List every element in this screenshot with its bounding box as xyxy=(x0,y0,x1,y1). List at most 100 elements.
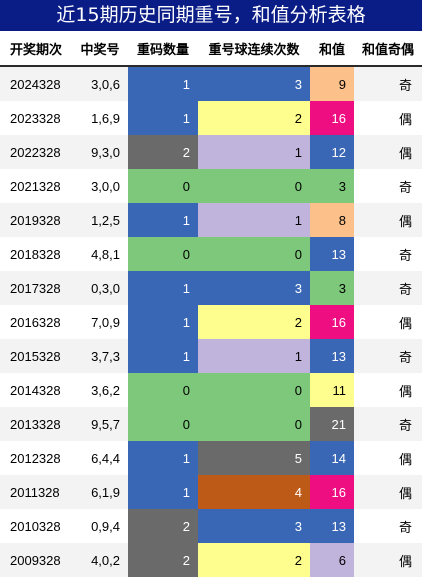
cell-period: 2019328 xyxy=(0,203,72,237)
table-row: 2019328 1,2,5 1 1 8 偶 xyxy=(0,203,422,237)
cell-numbers: 3,0,6 xyxy=(72,66,128,101)
header-sum: 和值 xyxy=(310,31,354,67)
analysis-table: 开奖期次 中奖号 重码数量 重号球连续次数 和值 和值奇偶 2024328 3,0… xyxy=(0,31,422,577)
header-parity: 和值奇偶 xyxy=(354,31,422,67)
cell-numbers: 3,0,0 xyxy=(72,169,128,203)
table-row: 2017328 0,3,0 1 3 3 奇 xyxy=(0,271,422,305)
table-title: 近15期历史同期重号，和值分析表格 xyxy=(0,0,422,31)
table-row: 2011328 6,1,9 1 4 16 偶 xyxy=(0,475,422,509)
cell-sum: 13 xyxy=(310,237,354,271)
cell-numbers: 9,3,0 xyxy=(72,135,128,169)
cell-sum: 13 xyxy=(310,339,354,373)
cell-repeat-count: 1 xyxy=(128,271,198,305)
cell-sum: 16 xyxy=(310,305,354,339)
cell-numbers: 0,9,4 xyxy=(72,509,128,543)
cell-sum: 14 xyxy=(310,441,354,475)
table-row: 2016328 7,0,9 1 2 16 偶 xyxy=(0,305,422,339)
cell-parity: 偶 xyxy=(354,441,422,475)
header-row: 开奖期次 中奖号 重码数量 重号球连续次数 和值 和值奇偶 xyxy=(0,31,422,67)
cell-parity: 偶 xyxy=(354,373,422,407)
cell-period: 2018328 xyxy=(0,237,72,271)
header-repeat-count: 重码数量 xyxy=(128,31,198,67)
cell-period: 2022328 xyxy=(0,135,72,169)
cell-consecutive: 1 xyxy=(198,339,310,373)
cell-consecutive: 0 xyxy=(198,169,310,203)
cell-sum: 21 xyxy=(310,407,354,441)
table-row: 2009328 4,0,2 2 2 6 偶 xyxy=(0,543,422,577)
cell-period: 2017328 xyxy=(0,271,72,305)
table-row: 2010328 0,9,4 2 3 13 奇 xyxy=(0,509,422,543)
cell-repeat-count: 2 xyxy=(128,509,198,543)
cell-sum: 13 xyxy=(310,509,354,543)
cell-sum: 16 xyxy=(310,101,354,135)
cell-numbers: 4,8,1 xyxy=(72,237,128,271)
table-row: 2024328 3,0,6 1 3 9 奇 xyxy=(0,66,422,101)
table-body: 2024328 3,0,6 1 3 9 奇 2023328 1,6,9 1 2 16 偶 2022328… xyxy=(0,66,422,577)
cell-consecutive: 2 xyxy=(198,101,310,135)
cell-period: 2015328 xyxy=(0,339,72,373)
cell-numbers: 9,5,7 xyxy=(72,407,128,441)
cell-repeat-count: 2 xyxy=(128,135,198,169)
cell-period: 2024328 xyxy=(0,66,72,101)
header-period: 开奖期次 xyxy=(0,31,72,67)
cell-parity: 奇 xyxy=(354,407,422,441)
cell-numbers: 7,0,9 xyxy=(72,305,128,339)
cell-numbers: 1,6,9 xyxy=(72,101,128,135)
cell-parity: 奇 xyxy=(354,339,422,373)
cell-numbers: 4,0,2 xyxy=(72,543,128,577)
cell-parity: 奇 xyxy=(354,271,422,305)
table-row: 2018328 4,8,1 0 0 13 奇 xyxy=(0,237,422,271)
cell-parity: 奇 xyxy=(354,169,422,203)
cell-repeat-count: 0 xyxy=(128,373,198,407)
cell-sum: 12 xyxy=(310,135,354,169)
cell-consecutive: 3 xyxy=(198,509,310,543)
cell-period: 2011328 xyxy=(0,475,72,509)
cell-repeat-count: 0 xyxy=(128,169,198,203)
table-row: 2012328 6,4,4 1 5 14 偶 xyxy=(0,441,422,475)
cell-consecutive: 0 xyxy=(198,237,310,271)
cell-period: 2014328 xyxy=(0,373,72,407)
cell-sum: 3 xyxy=(310,169,354,203)
cell-parity: 偶 xyxy=(354,135,422,169)
cell-sum: 9 xyxy=(310,66,354,101)
cell-numbers: 1,2,5 xyxy=(72,203,128,237)
table-row: 2015328 3,7,3 1 1 13 奇 xyxy=(0,339,422,373)
cell-consecutive: 3 xyxy=(198,271,310,305)
cell-parity: 奇 xyxy=(354,66,422,101)
cell-period: 2016328 xyxy=(0,305,72,339)
cell-repeat-count: 1 xyxy=(128,305,198,339)
cell-period: 2023328 xyxy=(0,101,72,135)
cell-consecutive: 2 xyxy=(198,543,310,577)
cell-parity: 偶 xyxy=(354,543,422,577)
cell-repeat-count: 1 xyxy=(128,66,198,101)
table-row: 2022328 9,3,0 2 1 12 偶 xyxy=(0,135,422,169)
cell-consecutive: 0 xyxy=(198,373,310,407)
cell-repeat-count: 1 xyxy=(128,475,198,509)
cell-period: 2009328 xyxy=(0,543,72,577)
cell-repeat-count: 1 xyxy=(128,101,198,135)
cell-sum: 3 xyxy=(310,271,354,305)
cell-numbers: 6,1,9 xyxy=(72,475,128,509)
cell-repeat-count: 0 xyxy=(128,237,198,271)
cell-numbers: 6,4,4 xyxy=(72,441,128,475)
cell-parity: 偶 xyxy=(354,305,422,339)
cell-repeat-count: 1 xyxy=(128,339,198,373)
cell-parity: 奇 xyxy=(354,237,422,271)
cell-parity: 偶 xyxy=(354,203,422,237)
cell-numbers: 0,3,0 xyxy=(72,271,128,305)
cell-parity: 奇 xyxy=(354,509,422,543)
cell-sum: 11 xyxy=(310,373,354,407)
cell-period: 2013328 xyxy=(0,407,72,441)
cell-period: 2010328 xyxy=(0,509,72,543)
cell-consecutive: 0 xyxy=(198,407,310,441)
cell-consecutive: 1 xyxy=(198,135,310,169)
table-row: 2021328 3,0,0 0 0 3 奇 xyxy=(0,169,422,203)
cell-consecutive: 5 xyxy=(198,441,310,475)
cell-consecutive: 1 xyxy=(198,203,310,237)
table-row: 2023328 1,6,9 1 2 16 偶 xyxy=(0,101,422,135)
cell-sum: 6 xyxy=(310,543,354,577)
table-row: 2014328 3,6,2 0 0 11 偶 xyxy=(0,373,422,407)
cell-parity: 偶 xyxy=(354,475,422,509)
header-consecutive: 重号球连续次数 xyxy=(198,31,310,67)
cell-repeat-count: 2 xyxy=(128,543,198,577)
